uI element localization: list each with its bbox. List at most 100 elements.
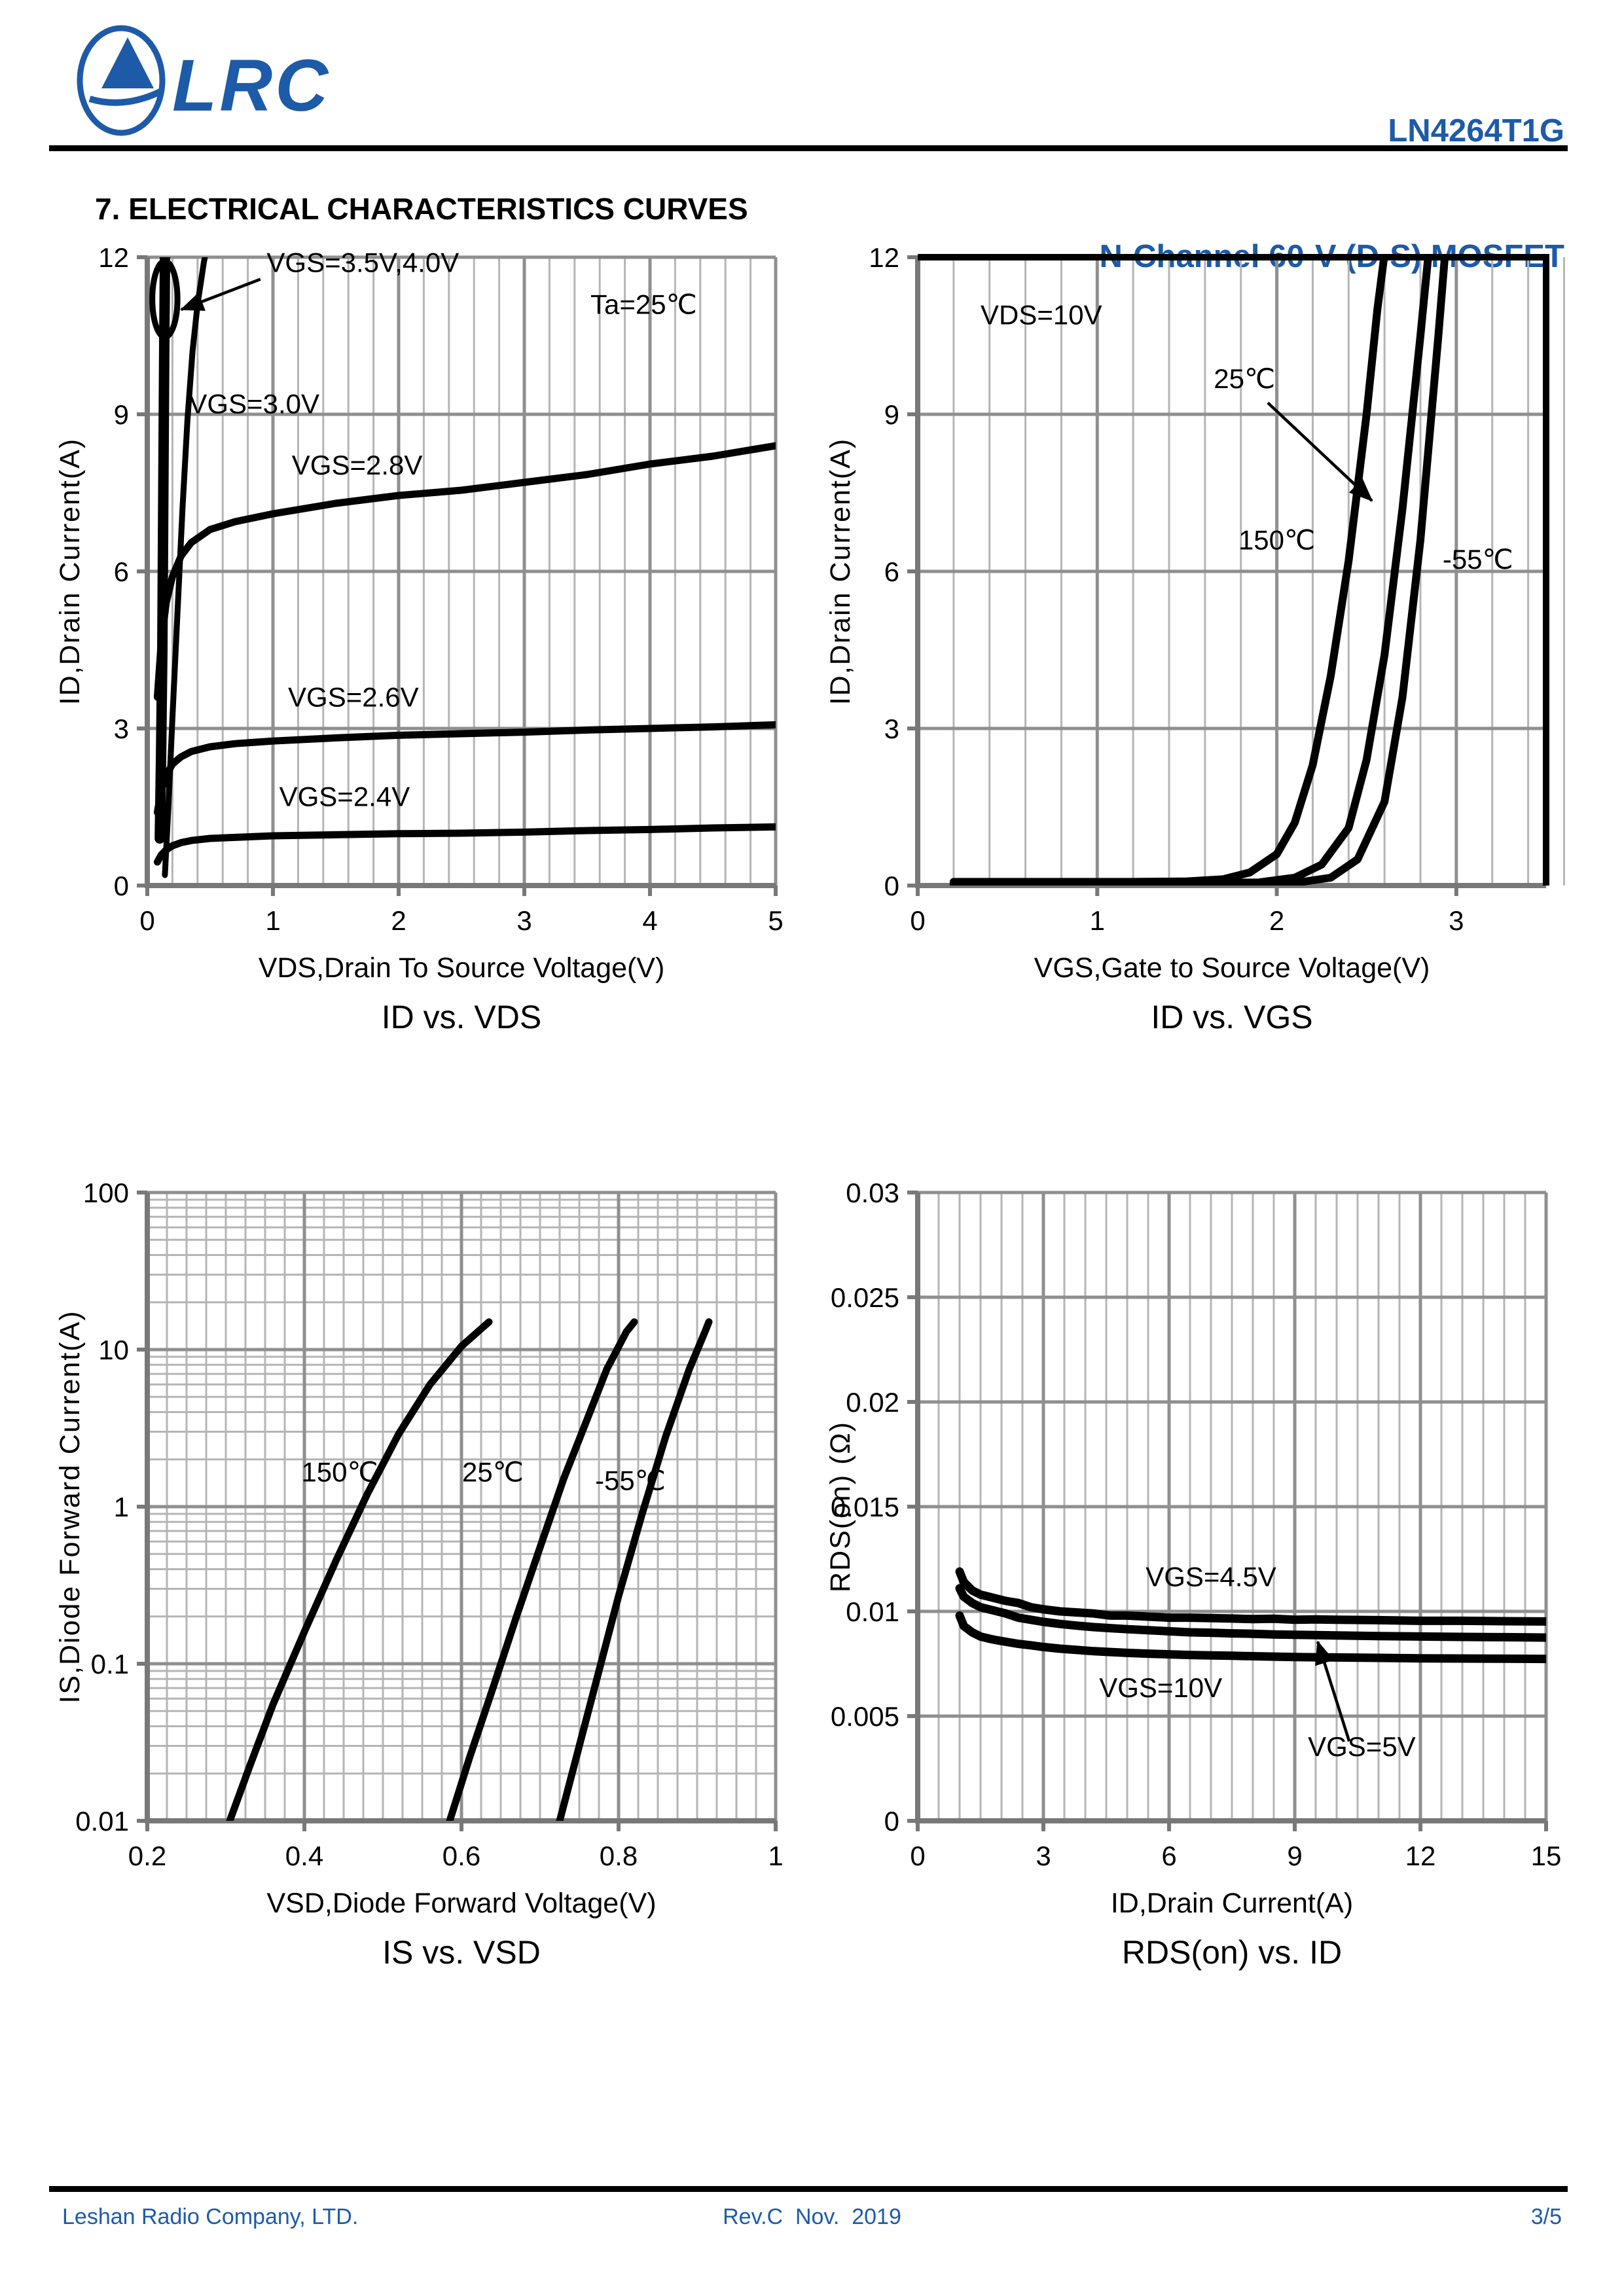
x-tick-label: 5: [768, 905, 783, 936]
annotation-ta-25: Ta=25℃: [590, 289, 697, 319]
x-tick-label: 1: [1090, 905, 1105, 936]
annotation-25: 25℃: [462, 1456, 524, 1487]
y-tick-label: 3: [884, 713, 899, 744]
part-number: LN4264T1G: [1388, 113, 1564, 149]
y-tick-label: 6: [114, 556, 129, 587]
footer-page-number: 3/5: [1530, 2204, 1562, 2229]
y-tick-label: 0.01: [75, 1806, 129, 1837]
footer-revision: Rev.C Nov. 2019: [723, 2204, 901, 2229]
annotation-vgs-2-4v: VGS=2.4V: [280, 781, 410, 812]
x-tick-label: 0.4: [285, 1840, 323, 1871]
y-tick-label: 12: [869, 242, 899, 273]
annotation-vgs-5v: VGS=5V: [1308, 1731, 1416, 1762]
y-tick-label: 0.01: [846, 1596, 899, 1627]
chart-is-vs-vsd: 0.2 0.4 0.6 0.8 1 0.01 0.1 1 10 100 150℃ 25℃ -55℃ VSD…: [54, 1177, 784, 1971]
x-tick-label: 15: [1531, 1840, 1562, 1871]
y-tick-label: 0: [114, 870, 129, 901]
x-tick-label: 0.2: [128, 1840, 166, 1871]
annotation-arrow: [179, 278, 261, 312]
y-tick-label: 0.025: [831, 1282, 899, 1313]
y-tick-label: 0.02: [846, 1387, 899, 1418]
x-tick-label: 2: [1269, 905, 1284, 936]
chart-title: ID vs. VGS: [1151, 999, 1312, 1035]
annotation-vgs-2-8v: VGS=2.8V: [292, 450, 423, 480]
lrc-logo: LRC: [77, 25, 331, 136]
header-divider: [49, 145, 1568, 151]
curve-55: [556, 1318, 713, 1821]
y-axis-label: ID,Drain Current(A): [54, 438, 86, 705]
x-tick-label: 3: [1449, 905, 1464, 936]
y-tick-label: 100: [83, 1177, 129, 1208]
curve-150: [949, 257, 1388, 886]
curve-55: [949, 257, 1449, 886]
x-tick-label: 3: [516, 905, 532, 936]
y-tick-label: 0.1: [91, 1649, 129, 1679]
x-tick-label: 4: [642, 905, 657, 936]
logo-text: LRC: [172, 45, 331, 126]
annotation-vgs-2-6v: VGS=2.6V: [288, 681, 419, 712]
y-tick-label: 12: [98, 242, 129, 273]
chart-title: RDS(on) vs. ID: [1122, 1934, 1342, 1971]
x-tick-label: 0.8: [600, 1840, 638, 1871]
x-axis-label: VSD,Diode Forward Voltage(V): [266, 1888, 656, 1919]
curve-vgs-10v: [955, 1611, 1546, 1664]
y-tick-label: 0.005: [831, 1701, 899, 1732]
y-tick-label: 1: [114, 1492, 129, 1522]
annotation-150: 150℃: [301, 1456, 378, 1487]
curve-vgs-2-4v: [153, 823, 776, 866]
x-tick-label: 1: [768, 1840, 783, 1871]
annotation-arrow: [1267, 401, 1373, 502]
x-axis-label: VGS,Gate to Source Voltage(V): [1034, 952, 1430, 984]
x-tick-label: 0: [910, 905, 925, 936]
curve-vgs-2-6v: [153, 721, 776, 816]
y-tick-label: 0: [884, 870, 899, 901]
chart-rdson-vs-id: 0 3 6 9 12 15 0 0.005 0.01 0.015 0.02 0.025 0.03 VGS=…: [825, 1177, 1562, 1971]
footer-divider: [49, 2186, 1568, 2192]
highlight-ellipse: [149, 258, 181, 340]
x-tick-label: 1: [265, 905, 280, 936]
chart-title: ID vs. VDS: [382, 999, 541, 1035]
x-tick-label: 0: [139, 905, 154, 936]
x-tick-label: 9: [1287, 1840, 1302, 1871]
y-tick-label: 3: [114, 713, 129, 744]
y-tick-label: 0.015: [831, 1492, 899, 1522]
chart-title: IS vs. VSD: [382, 1934, 541, 1971]
annotation-55: -55℃: [1443, 544, 1513, 575]
footer-company: Leshan Radio Company, LTD.: [62, 2204, 359, 2229]
annotation-vgs-4-5v: VGS=4.5V: [1146, 1562, 1276, 1592]
annotation-150: 150℃: [1238, 524, 1315, 555]
curve-vgs-2-8v: [153, 442, 776, 701]
curve-vgs-4-5v: [955, 1567, 1546, 1626]
curve-25: [446, 1318, 638, 1821]
annotation-25: 25℃: [1214, 363, 1275, 394]
section-heading: 7. ELECTRICAL CHARACTERISTICS CURVES: [95, 192, 748, 226]
x-axis-label: VDS,Drain To Source Voltage(V): [259, 952, 665, 984]
annotation-vgs-10v: VGS=10V: [1099, 1672, 1222, 1703]
y-tick-label: 9: [114, 399, 129, 430]
y-axis-label: RDS(on) (Ω): [825, 1421, 856, 1592]
x-tick-label: 12: [1405, 1840, 1436, 1871]
x-axis-label: ID,Drain Current(A): [1111, 1888, 1353, 1919]
y-tick-label: 9: [884, 399, 899, 430]
x-tick-label: 0: [910, 1840, 925, 1871]
curve-vgs-5v: [955, 1584, 1546, 1642]
curve-vgs-3-5v-4-0v: [154, 257, 171, 844]
annotation-vds-10v: VDS=10V: [981, 299, 1102, 330]
y-tick-label: 10: [98, 1335, 129, 1365]
annotation-55: -55℃: [595, 1465, 666, 1496]
curve-150: [226, 1318, 493, 1821]
y-tick-label: 6: [884, 556, 899, 587]
annotation-vgs-3-0v: VGS=3.0V: [189, 388, 319, 419]
y-tick-label: 0: [884, 1806, 899, 1837]
x-tick-label: 2: [391, 905, 406, 936]
y-axis-label: ID,Drain Current(A): [825, 438, 856, 705]
x-tick-label: 6: [1161, 1840, 1176, 1871]
y-axis-label: IS,Diode Forward Current(A): [54, 1310, 86, 1703]
logo-circle-icon: [77, 25, 166, 136]
annotation-vgs-3-5v-4-0v: VGS=3.5V,4.0V: [266, 247, 459, 278]
x-tick-label: 0.6: [442, 1840, 480, 1871]
x-tick-label: 3: [1036, 1840, 1051, 1871]
logo-sail-icon: [101, 37, 154, 88]
